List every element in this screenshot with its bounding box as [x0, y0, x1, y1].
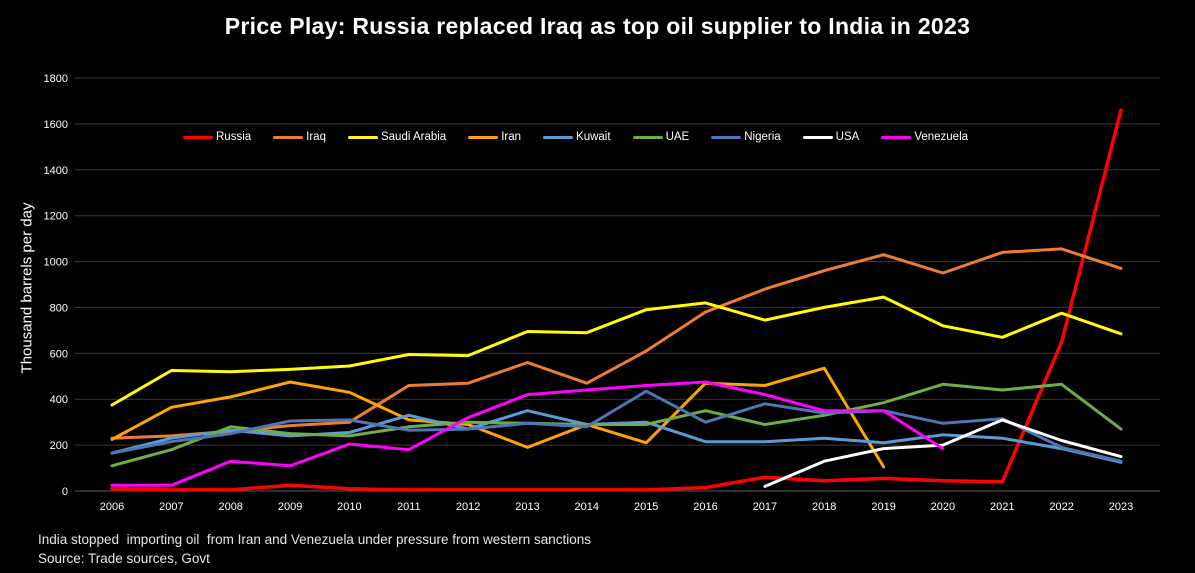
series-saudi-arabia: [110, 295, 1123, 407]
x-tick-label: 2007: [159, 501, 183, 513]
legend-swatch-uae: [632, 135, 663, 139]
y-tick-label: 200: [50, 440, 68, 452]
x-tick-label: 2010: [337, 501, 361, 513]
series-usa: [763, 418, 1123, 488]
y-tick-label: 0: [62, 486, 68, 498]
y-tick-label: 600: [50, 348, 68, 360]
x-tick-label: 2013: [515, 501, 539, 513]
x-tick-label: 2009: [278, 501, 302, 513]
y-tick-label: 1200: [44, 211, 68, 223]
y-tick-label: 800: [50, 302, 68, 314]
x-tick-label: 2015: [634, 501, 658, 513]
source-note: Source: Trade sources, Govt: [38, 551, 210, 566]
legend-label-venezuela: Venezuela: [914, 131, 969, 143]
legend-label-nigeria: Nigeria: [744, 131, 781, 143]
legend-label-saudi-arabia: Saudi Arabia: [380, 131, 447, 143]
legend-label-uae: UAE: [665, 131, 690, 143]
x-tick-label: 2006: [100, 501, 124, 513]
series-venezuela: [110, 380, 945, 487]
legend-label-iran: Iran: [501, 131, 522, 143]
series-kuwait: [110, 409, 1123, 464]
legend-swatch-venezuela: [881, 135, 912, 139]
y-tick-label: 1800: [44, 73, 68, 85]
legend-swatch-usa: [802, 135, 833, 139]
x-tick-label: 2021: [990, 501, 1014, 513]
x-tick-label: 2018: [812, 501, 836, 513]
x-tick-label: 2023: [1109, 501, 1133, 513]
series-iran: [110, 366, 886, 469]
legend-item-iraq: Iraq: [273, 131, 326, 143]
legend-swatch-iran: [468, 135, 499, 139]
legend-label-usa: USA: [835, 131, 860, 143]
legend-item-venezuela: Venezuela: [881, 131, 968, 143]
legend-item-usa: USA: [802, 131, 860, 143]
x-tick-label: 2017: [753, 501, 777, 513]
legend-item-saudi-arabia: Saudi Arabia: [347, 131, 447, 143]
y-tick-label: 1400: [44, 165, 68, 177]
x-tick-label: 2012: [456, 501, 480, 513]
legend-item-uae: UAE: [632, 131, 690, 143]
x-tick-label: 2022: [1049, 501, 1073, 513]
series-iraq: [110, 247, 1123, 440]
legend-label-russia: Russia: [216, 131, 252, 143]
x-tick-label: 2014: [575, 501, 599, 513]
page-title: Price Play: Russia replaced Iraq as top …: [224, 13, 971, 39]
legend-swatch-kuwait: [543, 135, 574, 139]
legend-item-russia: Russia: [183, 131, 251, 143]
legend-swatch-nigeria: [711, 135, 742, 139]
series-nigeria: [110, 389, 1123, 463]
legend-item-nigeria: Nigeria: [711, 131, 781, 143]
y-tick-label: 1600: [44, 119, 68, 131]
y-tick-label: 400: [50, 394, 68, 406]
x-tick-label: 2020: [931, 501, 955, 513]
footnote: India stopped importing oil from Iran an…: [38, 532, 592, 547]
x-tick-label: 2008: [218, 501, 242, 513]
y-tick-label: 1000: [44, 257, 68, 269]
legend: Russia Iraq Saudi Arabia Iran Kuwait UAE Niger…: [183, 131, 968, 143]
legend-swatch-saudi-arabia: [347, 135, 378, 139]
legend-label-kuwait: Kuwait: [576, 131, 611, 143]
legend-item-iran: Iran: [468, 131, 521, 143]
series-uae: [110, 382, 1123, 468]
x-tick-label: 2016: [693, 501, 717, 513]
x-tick-label: 2011: [397, 501, 421, 513]
legend-swatch-russia: [183, 135, 213, 139]
legend-label-iraq: Iraq: [306, 131, 326, 143]
legend-swatch-iraq: [273, 135, 304, 139]
x-tick-label: 2019: [871, 501, 895, 513]
legend-item-kuwait: Kuwait: [543, 131, 611, 143]
series-russia: [110, 108, 1123, 492]
